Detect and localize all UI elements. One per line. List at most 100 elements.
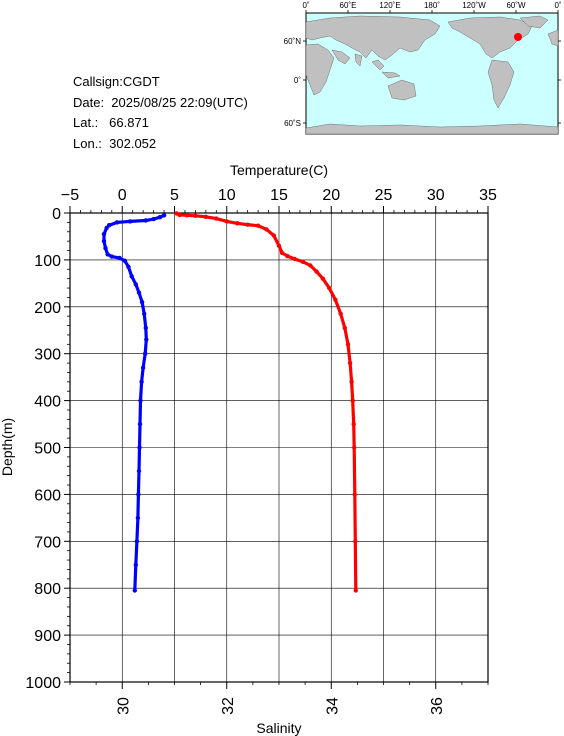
temperature-data-point xyxy=(349,379,354,384)
temperature-data-point xyxy=(285,253,290,259)
depth-tick-label: 200 xyxy=(34,300,61,317)
salinity-data-point xyxy=(136,468,142,474)
temperature-data-point xyxy=(327,285,332,291)
depth-tick-label: 0 xyxy=(52,206,61,223)
temperature-data-point xyxy=(347,360,353,366)
salinity-data-point xyxy=(151,216,156,222)
salinity-data-point xyxy=(134,539,140,544)
temperature-tick-label: 15 xyxy=(270,187,288,204)
map-lon-label: 120˚E xyxy=(379,1,400,10)
salinity-data-point xyxy=(136,290,142,295)
salinity-tick-label: 30 xyxy=(115,697,132,715)
salinity-data-point xyxy=(107,223,112,228)
longitude-text: Lon.: 302.052 xyxy=(73,135,157,151)
salinity-data-point xyxy=(127,219,133,224)
salinity-data-point xyxy=(143,325,148,331)
map-lat-label: 0˚ xyxy=(294,76,301,85)
salinity-data-point xyxy=(138,398,143,403)
salinity-data-point xyxy=(139,299,145,305)
map-lat-label: 60˚S xyxy=(284,119,301,128)
temperature-data-point xyxy=(338,311,343,316)
salinity-data-point xyxy=(133,282,138,287)
temperature-tick-label: 25 xyxy=(375,187,393,204)
salinity-tick-label: 34 xyxy=(324,697,341,715)
latitude-text: Lat.: 66.871 xyxy=(73,115,149,130)
temperature-data-point xyxy=(184,213,190,218)
map-land xyxy=(305,15,559,135)
salinity-data-point xyxy=(101,238,107,244)
temperature-data-point xyxy=(353,539,358,544)
temperature-data-point xyxy=(245,222,250,227)
date-text: Date: 2025/08/25 22:09(UTC) xyxy=(73,94,248,110)
salinity-data-point xyxy=(104,225,109,231)
temperature-axis-label: Temperature(C) xyxy=(230,162,328,178)
temperature-data-point xyxy=(351,421,356,427)
temperature-data-point xyxy=(255,223,261,228)
temperature-data-point xyxy=(235,221,240,226)
salinity-data-point xyxy=(117,255,122,261)
location-map: 0˚ 60˚E 120˚E 180˚ 120˚W 60˚W 0˚ 60˚N 0˚ 60˚S xyxy=(284,1,562,135)
temperature-data-point xyxy=(264,227,269,232)
map-lon-label: 0˚ xyxy=(302,1,309,10)
salinity-data-point xyxy=(109,254,115,259)
temperature-data-point xyxy=(350,398,355,403)
temperature-tick-label: 10 xyxy=(218,187,236,204)
salinity-data-point xyxy=(136,492,141,497)
map-lat-label: 60˚N xyxy=(284,37,302,46)
temperature-data-point xyxy=(314,269,319,274)
temperature-tick-label: 0 xyxy=(118,187,127,204)
temperature-data-point xyxy=(352,492,357,497)
salinity-data-point xyxy=(129,274,134,279)
temperature-data-point xyxy=(352,445,357,450)
salinity-axis-label: Salinity xyxy=(256,720,301,736)
temperature-data-point xyxy=(276,243,282,248)
salinity-data-point xyxy=(103,246,108,251)
temperature-data-point xyxy=(279,250,285,256)
map-lon-label: 60˚W xyxy=(506,1,526,10)
depth-tick-label: 1000 xyxy=(25,675,61,692)
salinity-data-point xyxy=(114,220,120,225)
depth-tick-label: 600 xyxy=(34,487,61,504)
depth-tick-label: 400 xyxy=(34,394,61,411)
salinity-data-point xyxy=(133,562,138,567)
map-lon-label: 0˚ xyxy=(554,1,561,10)
depth-tick-label: 700 xyxy=(34,534,61,551)
salinity-data-point xyxy=(101,231,107,237)
salinity-data-point xyxy=(143,218,148,223)
salinity-data-point xyxy=(161,213,167,218)
salinity-data-point xyxy=(157,215,163,220)
salinity-data-point xyxy=(135,515,141,521)
depth-tick-label: 900 xyxy=(34,628,61,645)
temperature-profile-line xyxy=(175,211,358,593)
temperature-tick-label: 20 xyxy=(322,187,340,204)
salinity-profile-line xyxy=(102,213,166,593)
salinity-tick-label: 36 xyxy=(429,697,446,715)
salinity-data-point xyxy=(105,252,110,257)
station-marker xyxy=(514,33,522,41)
temperature-data-point xyxy=(308,263,313,268)
salinity-tick-label: 32 xyxy=(220,697,237,715)
callsign-text: Callsign:CGDT xyxy=(73,74,160,89)
temperature-data-point xyxy=(177,212,182,218)
temperature-data-point xyxy=(203,214,208,219)
temperature-tick-label: 35 xyxy=(479,187,497,204)
chart-grid xyxy=(69,212,489,683)
salinity-data-point xyxy=(139,379,144,384)
salinity-data-point xyxy=(144,337,149,342)
temperature-tick-label: −5 xyxy=(61,187,79,204)
temperature-data-point xyxy=(353,588,358,593)
salinity-data-point xyxy=(132,588,137,593)
temperature-data-point xyxy=(224,219,229,224)
temperature-data-point xyxy=(193,213,198,218)
map-lon-label: 120˚W xyxy=(462,1,486,10)
temperature-data-point xyxy=(300,259,306,264)
depth-tick-label: 100 xyxy=(34,253,61,270)
temperature-data-point xyxy=(271,233,276,238)
temperature-tick-label: 30 xyxy=(427,187,445,204)
salinity-data-point xyxy=(137,421,143,427)
salinity-data-point xyxy=(142,311,147,316)
station-info: Callsign:CGDT Date: 2025/08/25 22:09(UTC… xyxy=(73,72,248,154)
temperature-tick-label: 5 xyxy=(170,187,179,204)
depth-tick-label: 500 xyxy=(34,441,61,458)
